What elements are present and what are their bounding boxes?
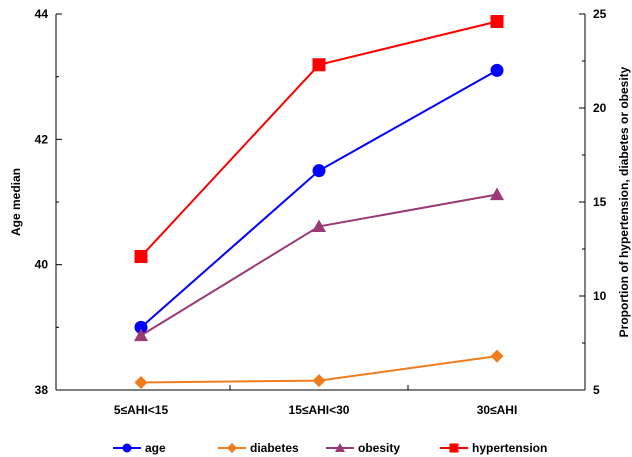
right-tick-label: 20 <box>593 101 607 115</box>
series-layer <box>134 15 504 389</box>
legend-item-diabetes: diabetes <box>218 441 299 455</box>
legend-item-hypertension: hypertension <box>440 441 547 455</box>
hypertension-marker <box>490 15 504 29</box>
right-tick-label: 5 <box>593 383 600 397</box>
x-tick-label: 30≤AHI <box>477 403 518 417</box>
left-tick-label: 40 <box>35 258 49 272</box>
legend-swatch-marker <box>335 443 345 452</box>
x-tick-label: 15≤AHI<30 <box>289 403 350 417</box>
axes: 38 40 42 44 5 10 15 20 25 5≤AHI<15 15≤AHI<30 30≤AHI <box>35 7 607 417</box>
series-obesity <box>134 187 504 342</box>
legend-swatch-marker <box>122 443 132 453</box>
obesity-marker <box>312 219 326 233</box>
series-age <box>134 63 504 334</box>
right-tick-label: 10 <box>593 289 607 303</box>
legend-label: age <box>145 441 166 455</box>
diabetes-marker <box>490 349 504 363</box>
left-tick-label: 44 <box>35 7 49 21</box>
legend-label: obesity <box>358 441 400 455</box>
legend-item-obesity: obesity <box>326 441 400 455</box>
obesity-marker <box>134 328 148 342</box>
legend: age diabetes obesity hypertension <box>113 441 547 455</box>
left-axis-title: Age median <box>9 168 23 236</box>
right-axis-title: Proportion of hypertension, diabetes or … <box>617 66 631 337</box>
diabetes-marker <box>312 374 326 388</box>
legend-label: hypertension <box>472 441 547 455</box>
legend-swatch-marker <box>449 443 459 453</box>
series-hypertension <box>134 15 504 264</box>
legend-label: diabetes <box>250 441 299 455</box>
age-marker <box>312 164 326 178</box>
age-marker <box>134 320 148 334</box>
x-tick-label: 5≤AHI<15 <box>114 403 169 417</box>
hypertension-marker <box>312 58 326 72</box>
hypertension-marker <box>134 250 148 264</box>
obesity-marker <box>490 187 504 201</box>
left-tick-label: 38 <box>35 383 49 397</box>
obesity-line <box>140 193 498 337</box>
age-marker <box>490 63 504 77</box>
series-diabetes <box>134 349 504 389</box>
left-tick-label: 42 <box>35 132 49 146</box>
diabetes-marker <box>134 375 148 389</box>
legend-swatch-marker <box>227 443 237 453</box>
legend-item-age: age <box>113 441 166 455</box>
right-tick-label: 25 <box>593 7 607 21</box>
right-tick-label: 15 <box>593 195 607 209</box>
